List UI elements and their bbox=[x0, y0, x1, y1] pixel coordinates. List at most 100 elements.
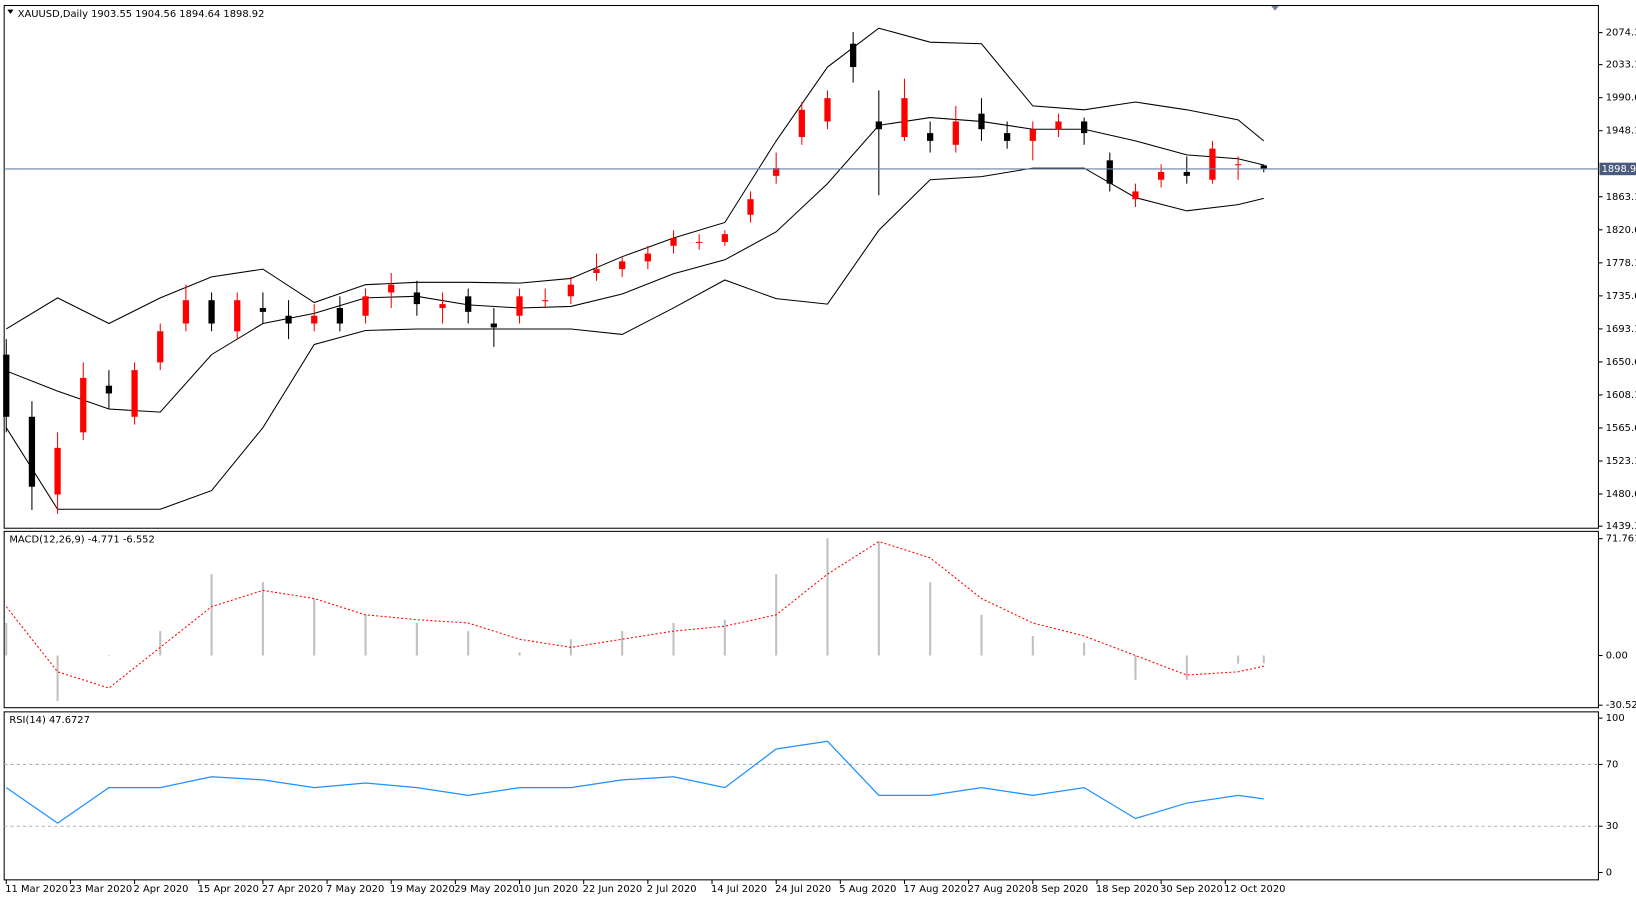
candle-body bbox=[542, 300, 549, 302]
x-tick-label: 12 Oct 2020 bbox=[1224, 884, 1285, 895]
y-tick-label: 1439.3 bbox=[1606, 521, 1636, 532]
y-tick-label: 100 bbox=[1606, 713, 1625, 724]
candle-body bbox=[1234, 164, 1242, 166]
candle-body bbox=[952, 121, 959, 145]
candle-body bbox=[670, 238, 677, 246]
y-tick-label: 1948.1 bbox=[1606, 126, 1636, 137]
x-tick-label: 5 Aug 2020 bbox=[839, 884, 896, 895]
x-tick-label: 30 Sep 2020 bbox=[1160, 884, 1223, 895]
x-tick-label: 2 Jul 2020 bbox=[647, 884, 697, 895]
panel-frame bbox=[3, 530, 1599, 709]
macd-bar bbox=[1262, 655, 1265, 664]
candle-body bbox=[927, 133, 934, 141]
band-line bbox=[5, 167, 1264, 510]
y-tick-label: 1565.6 bbox=[1606, 423, 1636, 434]
candle-body bbox=[311, 315, 318, 324]
candle-body bbox=[696, 241, 703, 243]
macd-bar bbox=[621, 631, 624, 656]
candle-body bbox=[1106, 160, 1113, 184]
x-tick-label: 27 Aug 2020 bbox=[968, 884, 1031, 895]
candle-body bbox=[259, 307, 267, 312]
candle-body bbox=[1029, 129, 1036, 141]
candle-body bbox=[1132, 191, 1139, 200]
x-tick-label: 15 Apr 2020 bbox=[198, 884, 259, 895]
macd-bar bbox=[518, 652, 521, 656]
candle-body bbox=[567, 284, 574, 297]
price-label: 1898.9 bbox=[1602, 164, 1636, 175]
macd-bar bbox=[1134, 655, 1137, 680]
macd-bar bbox=[723, 619, 726, 656]
y-tick-label: 0 bbox=[1606, 868, 1612, 879]
x-tick-label: 18 Sep 2020 bbox=[1096, 884, 1159, 895]
x-tick-label: 24 Jul 2020 bbox=[775, 884, 831, 895]
candle-body bbox=[875, 121, 882, 130]
macd-bar bbox=[1031, 635, 1034, 656]
candle-body bbox=[1080, 121, 1088, 134]
y-tick-label: 1650.6 bbox=[1606, 357, 1636, 368]
candle-body bbox=[1157, 171, 1165, 180]
x-tick-label: 27 Apr 2020 bbox=[262, 884, 323, 895]
macd-bar bbox=[107, 655, 110, 657]
candle-body bbox=[1183, 171, 1190, 176]
panel-title: XAUUSD,Daily 1903.55 1904.56 1894.64 189… bbox=[18, 9, 265, 20]
candle-body bbox=[978, 113, 985, 130]
macd-bar bbox=[261, 582, 264, 656]
y-tick-label: 1735.6 bbox=[1606, 291, 1636, 302]
macd-bar bbox=[1185, 655, 1188, 680]
macd-bar bbox=[1083, 642, 1086, 656]
x-tick-label: 8 Sep 2020 bbox=[1032, 884, 1088, 895]
macd-bar bbox=[313, 598, 316, 656]
candle-body bbox=[413, 292, 421, 305]
candle-body bbox=[721, 234, 728, 242]
candle-body bbox=[1004, 133, 1011, 141]
macd-bar bbox=[56, 655, 59, 702]
candle-body bbox=[28, 416, 36, 487]
candle-body bbox=[619, 261, 626, 270]
candle-body bbox=[285, 315, 292, 324]
panel-frame bbox=[3, 711, 1599, 881]
y-tick-label: 1608.1 bbox=[1606, 390, 1636, 401]
macd-bar bbox=[159, 631, 162, 656]
y-tick-label: 1863.1 bbox=[1606, 192, 1636, 203]
macd-bar bbox=[980, 614, 983, 656]
candle-body bbox=[3, 354, 10, 417]
candle-body bbox=[465, 296, 472, 312]
y-tick-label: 2033.1 bbox=[1606, 60, 1636, 71]
candle-body bbox=[593, 269, 600, 274]
y-tick-label: 1778.1 bbox=[1606, 258, 1636, 269]
menu-arrow bbox=[7, 9, 14, 14]
price-label-box bbox=[1599, 162, 1636, 176]
y-tick-label: 2074.3 bbox=[1606, 28, 1636, 39]
x-tick-label: 11 Mar 2020 bbox=[5, 884, 68, 895]
candle-body bbox=[1055, 121, 1062, 130]
panel-frame bbox=[3, 4, 1599, 529]
macd-bar bbox=[877, 541, 880, 656]
y-tick-label: 0.00 bbox=[1606, 651, 1628, 662]
macd-bar bbox=[210, 574, 213, 656]
x-tick-label: 22 Jun 2020 bbox=[583, 884, 643, 895]
candle-body bbox=[1209, 148, 1216, 180]
candle-body bbox=[105, 385, 113, 394]
band-line bbox=[6, 117, 1264, 413]
macd-bar bbox=[1237, 655, 1240, 664]
macd-bar bbox=[467, 631, 470, 656]
panel-title: RSI(14) 47.6727 bbox=[9, 715, 90, 726]
y-tick-label: -30.52 bbox=[1606, 700, 1636, 711]
candle-body bbox=[439, 304, 446, 308]
y-tick-label: 30 bbox=[1606, 821, 1619, 832]
y-tick-label: 1523.1 bbox=[1606, 456, 1636, 467]
candle-body bbox=[131, 370, 138, 417]
candle-body bbox=[798, 109, 805, 138]
x-tick-label: 23 Mar 2020 bbox=[69, 884, 132, 895]
candle-body bbox=[388, 284, 395, 293]
candle-body bbox=[850, 43, 857, 68]
candle-body bbox=[516, 296, 523, 316]
macd-bar bbox=[929, 582, 932, 656]
candle-body bbox=[1260, 165, 1267, 169]
signal-line bbox=[5, 540, 1264, 689]
y-tick-label: 1990.6 bbox=[1606, 93, 1636, 104]
macd-bar bbox=[672, 622, 675, 656]
